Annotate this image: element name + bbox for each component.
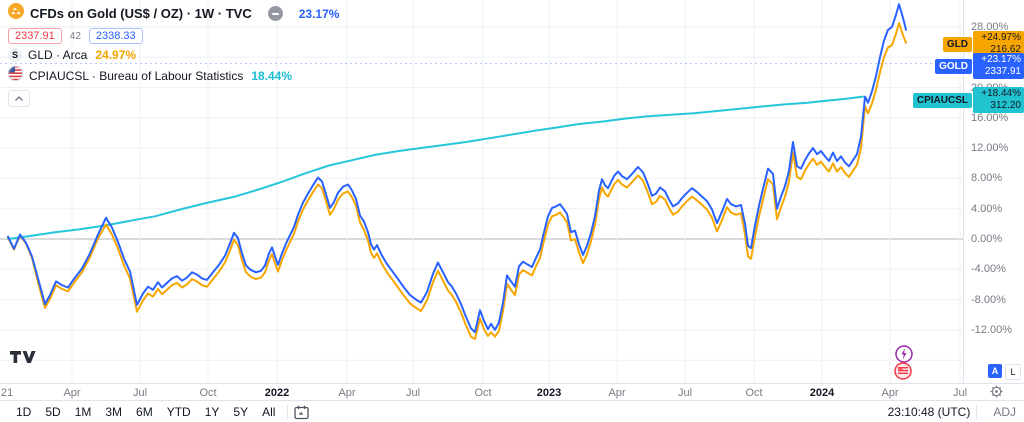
cpi-change-pct: 18.44%	[251, 69, 293, 83]
x-axis-tick: 2022	[264, 387, 290, 399]
x-axis-tick: Oct	[199, 387, 217, 399]
y-axis-tick: 0.00%	[971, 233, 1003, 245]
range-button-5d[interactable]: 5D	[39, 404, 66, 420]
quote-row: 2337.91 42 2338.33	[8, 28, 339, 44]
spread-value: 42	[69, 30, 81, 42]
go-to-date-icon[interactable]	[294, 405, 310, 420]
toolbar-right: 23:10:48 (UTC) ADJ	[888, 405, 1024, 419]
x-axis-tick: 2023	[536, 387, 562, 399]
x-axis-tick: 2024	[809, 387, 835, 399]
y-axis-tick: 12.00%	[971, 142, 1009, 155]
toolbar-divider	[287, 405, 289, 419]
cpi-price-tag: CPIAUCSL	[912, 92, 972, 108]
y-axis-tick: 8.00%	[971, 172, 1003, 185]
cpi-price-pct: +18.44%	[981, 88, 1021, 99]
x-axis-tick: Apr	[338, 387, 356, 399]
x-axis-tick: Oct	[474, 387, 492, 399]
y-axis-tick: -12.00%	[971, 323, 1012, 336]
x-axis-tick: Oct	[745, 387, 763, 399]
cpi-price-label: CPIAUCSL +18.44% 312.20	[912, 87, 1024, 113]
gold-price-label: GOLD +23.17% 2337.91	[935, 53, 1024, 79]
y-axis-tick: -8.00%	[971, 293, 1006, 306]
range-button-1y[interactable]: 1Y	[199, 404, 226, 420]
gld-price-pct: +24.97%	[981, 32, 1021, 43]
range-button-5y[interactable]: 5Y	[227, 404, 254, 420]
gld-change-pct: 24.97%	[95, 48, 137, 62]
compare-row-gld[interactable]: S GLD · Arca 24.97%	[8, 48, 339, 62]
x-axis-tick: Jul	[677, 387, 693, 399]
lightning-event-icon[interactable]	[895, 345, 913, 368]
gold-price-pct: +23.17%	[981, 54, 1021, 65]
range-button-1m[interactable]: 1M	[69, 404, 98, 420]
scale-buttons: A L	[988, 364, 1021, 380]
legend-collapse-button[interactable]	[8, 90, 30, 107]
adj-toggle[interactable]: ADJ	[993, 405, 1016, 419]
series-cpiaucsl	[7, 95, 864, 240]
y-axis-tick: 16.00%	[971, 111, 1009, 124]
range-button-ytd[interactable]: YTD	[161, 404, 197, 420]
gld-price-value: 216.62	[990, 44, 1021, 55]
ask-price-button[interactable]: 2338.33	[88, 28, 143, 44]
range-button-all[interactable]: All	[256, 404, 281, 420]
x-axis-tick: Apr	[881, 387, 899, 399]
main-symbol-row[interactable]: CFDs on Gold (US$ / OZ) · 1W · TVC 23.17…	[8, 3, 339, 24]
gld-price-tag: GLD	[942, 36, 972, 52]
legend: CFDs on Gold (US$ / OZ) · 1W · TVC 23.17…	[8, 3, 339, 107]
gld-label: GLD · Arca	[28, 48, 88, 62]
main-change-pct: 23.17%	[298, 6, 340, 21]
time-axis[interactable]: 21 Apr Jul Oct 2022 Apr Jul Oct 2023 Apr Jul Oct 202…	[0, 383, 1024, 401]
us-flag-event-icon[interactable]	[894, 362, 912, 385]
x-axis-tick: Apr	[63, 387, 81, 399]
us-flag-icon	[8, 66, 23, 86]
x-axis-tick: Jul	[132, 387, 148, 399]
gold-price-value: 2337.91	[984, 66, 1021, 77]
compare-row-cpi[interactable]: CPIAUCSL · Bureau of Labour Statistics 1…	[8, 66, 339, 86]
x-axis-tick: 21	[0, 387, 14, 399]
tradingview-logo	[10, 351, 36, 369]
axis-settings-gear-icon[interactable]	[990, 385, 1003, 403]
series-gld	[7, 22, 907, 340]
x-axis-tick: Jul	[405, 387, 421, 399]
bottom-toolbar: 1D 5D 1M 3M 6M YTD 1Y 5Y All 23:10:48 (UTC) ADJ	[0, 400, 1024, 422]
log-scale-button[interactable]: L	[1005, 364, 1021, 380]
y-axis-tick: 28.00%	[971, 20, 1009, 33]
range-button-6m[interactable]: 6M	[130, 404, 159, 420]
series-gold	[7, 3, 907, 334]
gld-source-icon: S	[8, 48, 22, 62]
gold-price-tag: GOLD	[935, 58, 972, 74]
cpi-label: CPIAUCSL · Bureau of Labour Statistics	[29, 69, 244, 83]
x-axis-tick: Jul	[952, 387, 968, 399]
price-chart-canvas[interactable]	[0, 0, 1024, 383]
clock-utc[interactable]: 23:10:48 (UTC)	[887, 405, 971, 419]
auto-scale-button[interactable]: A	[988, 364, 1002, 378]
bid-price-button[interactable]: 2337.91	[8, 28, 62, 44]
y-axis-tick: 4.00%	[971, 202, 1003, 215]
range-button-1d[interactable]: 1D	[10, 404, 37, 420]
gld-price-label: GLD +24.97% 216.62	[942, 31, 1024, 57]
range-button-3m[interactable]: 3M	[99, 404, 128, 420]
cpi-price-value: 312.20	[990, 100, 1021, 111]
range-selector: 1D 5D 1M 3M 6M YTD 1Y 5Y All	[0, 404, 281, 420]
gold-symbol-icon	[8, 3, 24, 24]
y-axis-tick: -4.00%	[971, 263, 1006, 276]
x-axis-tick: Apr	[608, 387, 626, 399]
symbol-title: CFDs on Gold (US$ / OZ) · 1W · TVC	[30, 6, 252, 21]
toolbar-divider-2	[976, 405, 978, 419]
hide-indicator-icon[interactable]	[267, 6, 283, 21]
